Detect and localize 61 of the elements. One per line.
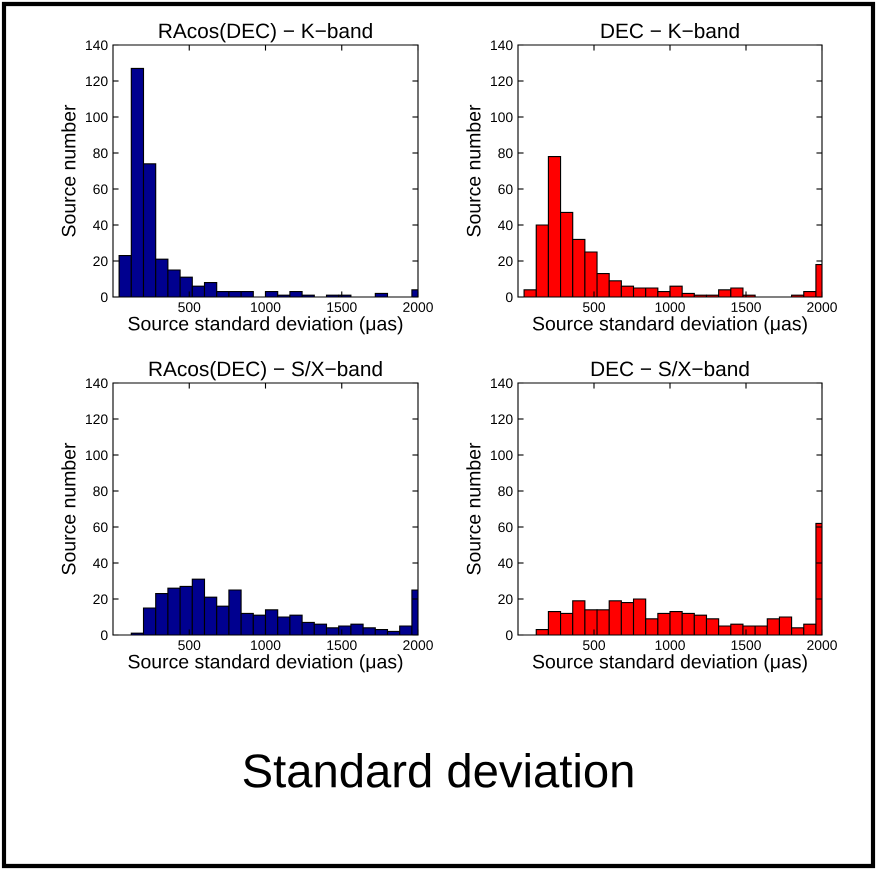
x-tick-label: 500 <box>582 640 606 650</box>
y-tick-label: 120 <box>86 76 108 86</box>
y-tick-label: 140 <box>491 378 513 388</box>
chart-title: RAcos(DEC) − S/X−band <box>150 360 382 380</box>
y-tick-label: 20 <box>498 256 513 266</box>
x-tick-label: 1000 <box>656 302 685 312</box>
y-tick-label: 40 <box>93 558 108 568</box>
y-tick-label: 0 <box>100 630 108 640</box>
y-tick-label: 60 <box>93 522 108 532</box>
y-tick-label: 80 <box>93 486 108 496</box>
y-tick-label: 40 <box>498 558 513 568</box>
y-tick-label: 20 <box>498 594 513 604</box>
x-tick-label: 500 <box>178 640 200 650</box>
x-tick-label: 2000 <box>403 640 433 650</box>
x-tick-label: 1500 <box>732 640 761 650</box>
x-axis-title: Source standard deviation (μas) <box>128 654 402 672</box>
y-tick-label: 100 <box>86 450 108 460</box>
y-axis-title: Source number <box>466 104 481 237</box>
y-tick-label: 40 <box>498 220 513 230</box>
x-tick-label: 1000 <box>251 640 280 650</box>
y-tick-label: 0 <box>100 292 108 302</box>
y-axis-title: Source number <box>466 442 481 575</box>
y-tick-label: 0 <box>506 630 513 640</box>
x-tick-label: 1500 <box>732 302 761 312</box>
x-tick-label: 1000 <box>251 302 280 312</box>
chart-title: DEC − S/X−band <box>592 360 749 376</box>
x-tick-label: 500 <box>582 302 606 312</box>
y-tick-label: 40 <box>93 220 108 230</box>
y-tick-label: 80 <box>498 148 513 158</box>
x-tick-label: 2000 <box>807 640 837 650</box>
x-tick-label: 2000 <box>403 302 433 312</box>
y-tick-label: 60 <box>93 184 108 194</box>
y-tick-label: 140 <box>86 378 108 388</box>
x-tick-label: 1000 <box>656 640 685 650</box>
y-tick-label: 0 <box>506 292 513 302</box>
y-tick-label: 140 <box>491 40 513 50</box>
y-axis-title: Source number <box>61 104 76 237</box>
chart-title: DEC − K−band <box>602 22 739 38</box>
y-tick-label: 20 <box>93 256 108 266</box>
y-tick-label: 60 <box>498 184 513 194</box>
y-tick-label: 80 <box>498 486 513 496</box>
x-tick-label: 1500 <box>327 302 357 312</box>
text: Standard deviation <box>244 752 632 788</box>
y-tick-label: 20 <box>93 594 108 604</box>
chart-title: RAcos(DEC) − K−band <box>160 22 372 42</box>
y-tick-label: 80 <box>93 148 108 158</box>
x-axis-title: Source standard deviation (μas) <box>532 316 807 334</box>
x-axis-title: Source standard deviation (μas) <box>128 316 402 334</box>
y-tick-label: 140 <box>86 40 108 50</box>
x-tick-label: 1500 <box>327 640 357 650</box>
y-tick-label: 120 <box>86 414 108 424</box>
y-axis-title: Source number <box>61 442 76 575</box>
y-tick-label: 120 <box>491 76 513 86</box>
y-tick-label: 100 <box>86 112 108 122</box>
x-tick-label: 500 <box>178 302 200 312</box>
y-tick-label: 120 <box>491 414 513 424</box>
y-tick-label: 100 <box>491 112 513 122</box>
y-tick-label: 60 <box>498 522 513 532</box>
x-tick-label: 2000 <box>807 302 837 312</box>
y-tick-label: 100 <box>491 450 513 460</box>
x-axis-title: Source standard deviation (μas) <box>532 654 807 672</box>
